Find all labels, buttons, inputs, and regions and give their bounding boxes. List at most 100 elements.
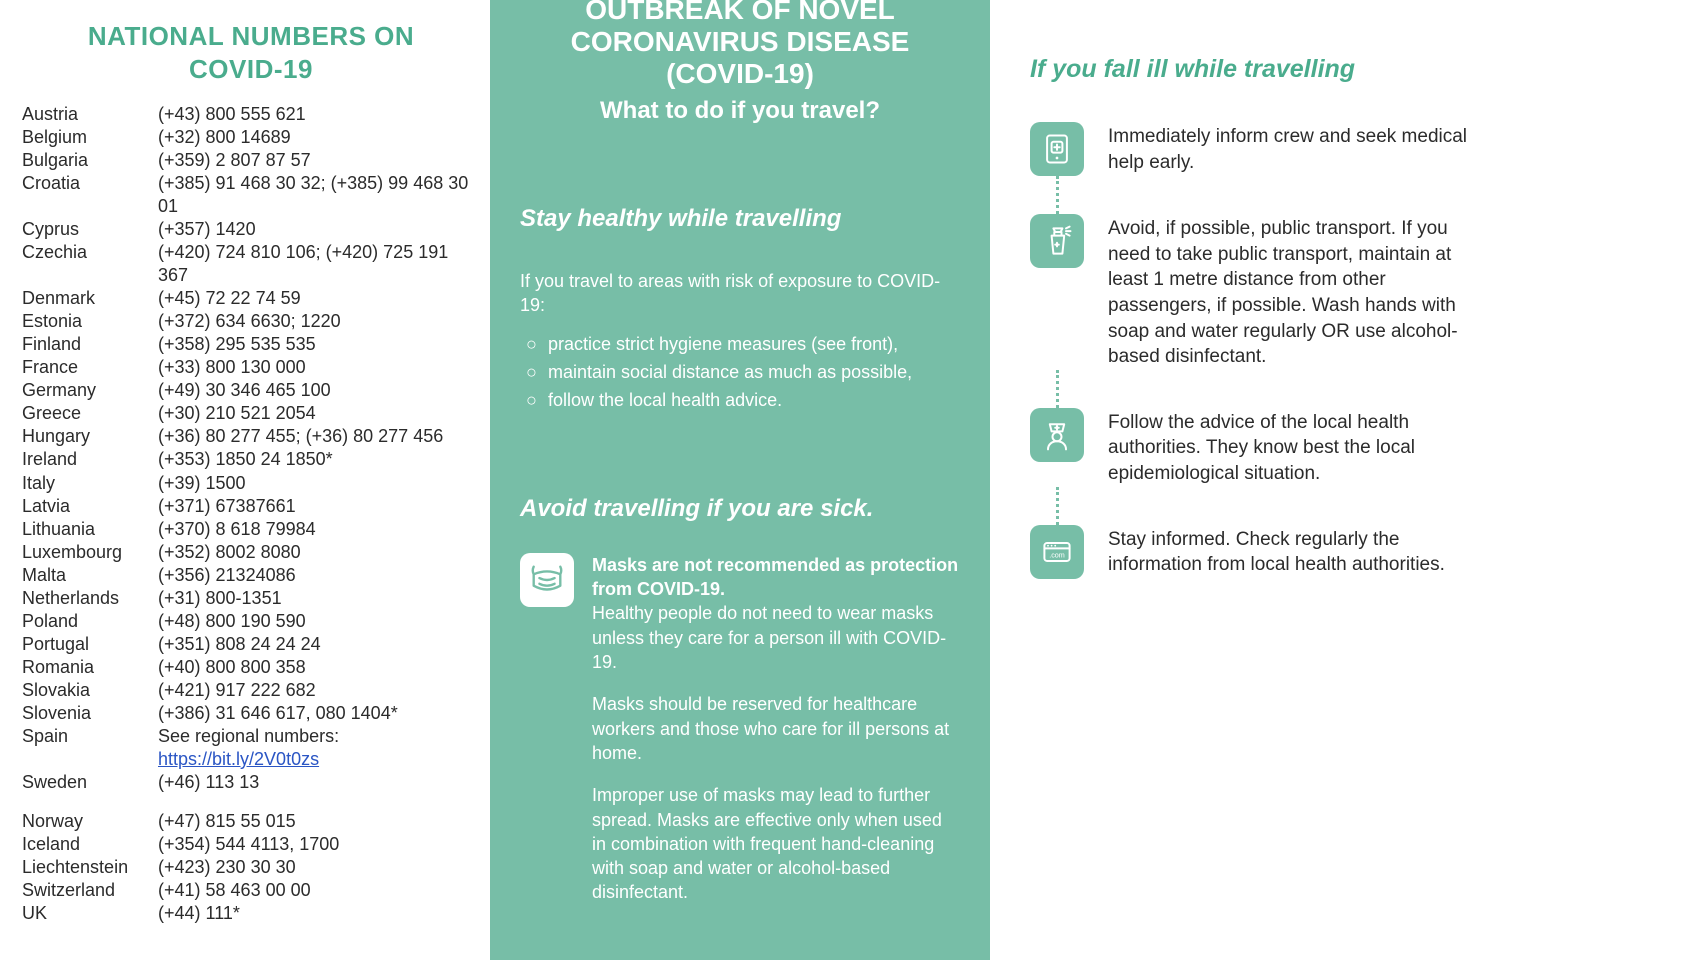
numbers-row: Poland(+48) 800 190 590	[22, 610, 480, 633]
country-name: Bulgaria	[22, 149, 158, 172]
phone-value: (+353) 1850 24 1850*	[158, 448, 480, 471]
phone-value: (+36) 80 277 455; (+36) 80 277 456	[158, 425, 480, 448]
phone-value: (+356) 21324086	[158, 564, 480, 587]
travel-advice-panel: OUTBREAK OF NOVEL CORONAVIRUS DISEASE (C…	[490, 0, 990, 960]
mask-paragraph-1: Masks are not recommended as protection …	[592, 553, 960, 674]
numbers-row: Czechia(+420) 724 810 106; (+420) 725 19…	[22, 241, 480, 287]
numbers-row: Croatia(+385) 91 468 30 32; (+385) 99 46…	[22, 172, 480, 218]
stay-healthy-heading: Stay healthy while travelling	[520, 205, 960, 233]
country-name: Latvia	[22, 495, 158, 518]
mask-p3: Improper use of masks may lead to furthe…	[592, 783, 960, 904]
numbers-row: Ireland(+353) 1850 24 1850*	[22, 448, 480, 471]
numbers-row: Switzerland(+41) 58 463 00 00	[22, 879, 480, 902]
spain-link[interactable]: https://bit.ly/2V0t0zs	[158, 749, 319, 769]
mask-advice-block: Masks are not recommended as protection …	[520, 553, 960, 923]
numbers-row: Germany(+49) 30 346 465 100	[22, 379, 480, 402]
country-name: Lithuania	[22, 518, 158, 541]
col1-title: NATIONAL NUMBERS ON COVID-19	[22, 20, 480, 85]
country-name: Belgium	[22, 126, 158, 149]
phone-value: (+351) 808 24 24 24	[158, 633, 480, 656]
tip-item: Follow the advice of the local health au…	[1030, 408, 1666, 487]
col2-title-l2: CORONAVIRUS DISEASE (COVID-19)	[571, 26, 910, 89]
country-name: Slovenia	[22, 702, 158, 725]
numbers-row: Netherlands(+31) 800-1351	[22, 587, 480, 610]
country-name: Ireland	[22, 448, 158, 471]
phone-value: (+354) 544 4113, 1700	[158, 833, 480, 856]
bullet-item: practice strict hygiene measures (see fr…	[548, 331, 960, 359]
phone-value: (+43) 800 555 621	[158, 103, 480, 126]
numbers-row: Luxembourg(+352) 8002 8080	[22, 541, 480, 564]
numbers-list-sweden: Sweden(+46) 113 13	[22, 771, 480, 794]
phone-value: (+420) 724 810 106; (+420) 725 191 367	[158, 241, 480, 287]
country-name: France	[22, 356, 158, 379]
country-name: Cyprus	[22, 218, 158, 241]
phone-value: (+33) 800 130 000	[158, 356, 480, 379]
phone-value: (+44) 111*	[158, 902, 480, 925]
phone-value: (+31) 800-1351	[158, 587, 480, 610]
country-name: Poland	[22, 610, 158, 633]
phone-value: (+372) 634 6630; 1220	[158, 310, 480, 333]
country-name: Italy	[22, 472, 158, 495]
country-name: Greece	[22, 402, 158, 425]
country-name: Malta	[22, 564, 158, 587]
numbers-row: Latvia(+371) 67387661	[22, 495, 480, 518]
country-name: Liechtenstein	[22, 856, 158, 879]
country-name: Slovakia	[22, 679, 158, 702]
connector-dots	[1030, 487, 1084, 525]
numbers-row: UK(+44) 111*	[22, 902, 480, 925]
spray-bottle-icon	[1030, 214, 1084, 268]
phone-value: (+48) 800 190 590	[158, 610, 480, 633]
nurse-icon	[1030, 408, 1084, 462]
numbers-row: Austria(+43) 800 555 621	[22, 103, 480, 126]
col2-title-sub: What to do if you travel?	[520, 97, 960, 125]
country-name: UK	[22, 902, 158, 925]
country-name: Sweden	[22, 771, 158, 794]
country-name: Czechia	[22, 241, 158, 287]
bullet-item: maintain social distance as much as poss…	[548, 359, 960, 387]
stay-healthy-bullets: practice strict hygiene measures (see fr…	[520, 331, 960, 415]
phone-value: (+357) 1420	[158, 218, 480, 241]
country-name: Norway	[22, 810, 158, 833]
tips-list: Immediately inform crew and seek medical…	[1030, 122, 1666, 579]
phone-value: (+40) 800 800 358	[158, 656, 480, 679]
phone-value: (+32) 800 14689	[158, 126, 480, 149]
country-name: Finland	[22, 333, 158, 356]
numbers-row: Malta(+356) 21324086	[22, 564, 480, 587]
tip-text: Avoid, if possible, public transport. If…	[1108, 214, 1468, 370]
numbers-row: Romania(+40) 800 800 358	[22, 656, 480, 679]
tip-item: Immediately inform crew and seek medical…	[1030, 122, 1666, 176]
phone-value: (+423) 230 30 30	[158, 856, 480, 879]
numbers-row: Portugal(+351) 808 24 24 24	[22, 633, 480, 656]
phone-value: (+386) 31 646 617, 080 1404*	[158, 702, 480, 725]
browser-com-icon: .com	[1030, 525, 1084, 579]
numbers-row: Denmark(+45) 72 22 74 59	[22, 287, 480, 310]
country-name: Romania	[22, 656, 158, 679]
phone-value: (+352) 8002 8080	[158, 541, 480, 564]
country-name: Germany	[22, 379, 158, 402]
phone-value: (+30) 210 521 2054	[158, 402, 480, 425]
numbers-row: Liechtenstein(+423) 230 30 30	[22, 856, 480, 879]
numbers-row-spain: Spain See regional numbers: https://bit.…	[22, 725, 480, 771]
country-name: Netherlands	[22, 587, 158, 610]
if-ill-panel: If you fall ill while travelling Immedia…	[990, 0, 1706, 960]
spain-prefix: See regional numbers:	[158, 726, 339, 746]
country-name: Iceland	[22, 833, 158, 856]
col2-title-l1: OUTBREAK OF NOVEL	[585, 0, 895, 25]
tip-item: Avoid, if possible, public transport. If…	[1030, 214, 1666, 370]
phone-value: (+371) 67387661	[158, 495, 480, 518]
phone-value: (+47) 815 55 015	[158, 810, 480, 833]
connector-dots	[1030, 176, 1084, 214]
tip-text: Follow the advice of the local health au…	[1108, 408, 1468, 487]
phone-value: (+385) 91 468 30 32; (+385) 99 468 30 01	[158, 172, 480, 218]
phone-value: (+41) 58 463 00 00	[158, 879, 480, 902]
mask-icon	[520, 553, 574, 607]
numbers-list-main: Austria(+43) 800 555 621Belgium(+32) 800…	[22, 103, 480, 725]
numbers-row: France(+33) 800 130 000	[22, 356, 480, 379]
phone-value: (+46) 113 13	[158, 771, 480, 794]
phone-value: (+45) 72 22 74 59	[158, 287, 480, 310]
device-medical-icon	[1030, 122, 1084, 176]
country-name: Luxembourg	[22, 541, 158, 564]
stay-healthy-intro: If you travel to areas with risk of expo…	[520, 269, 960, 318]
country-name: Austria	[22, 103, 158, 126]
numbers-row: Sweden(+46) 113 13	[22, 771, 480, 794]
